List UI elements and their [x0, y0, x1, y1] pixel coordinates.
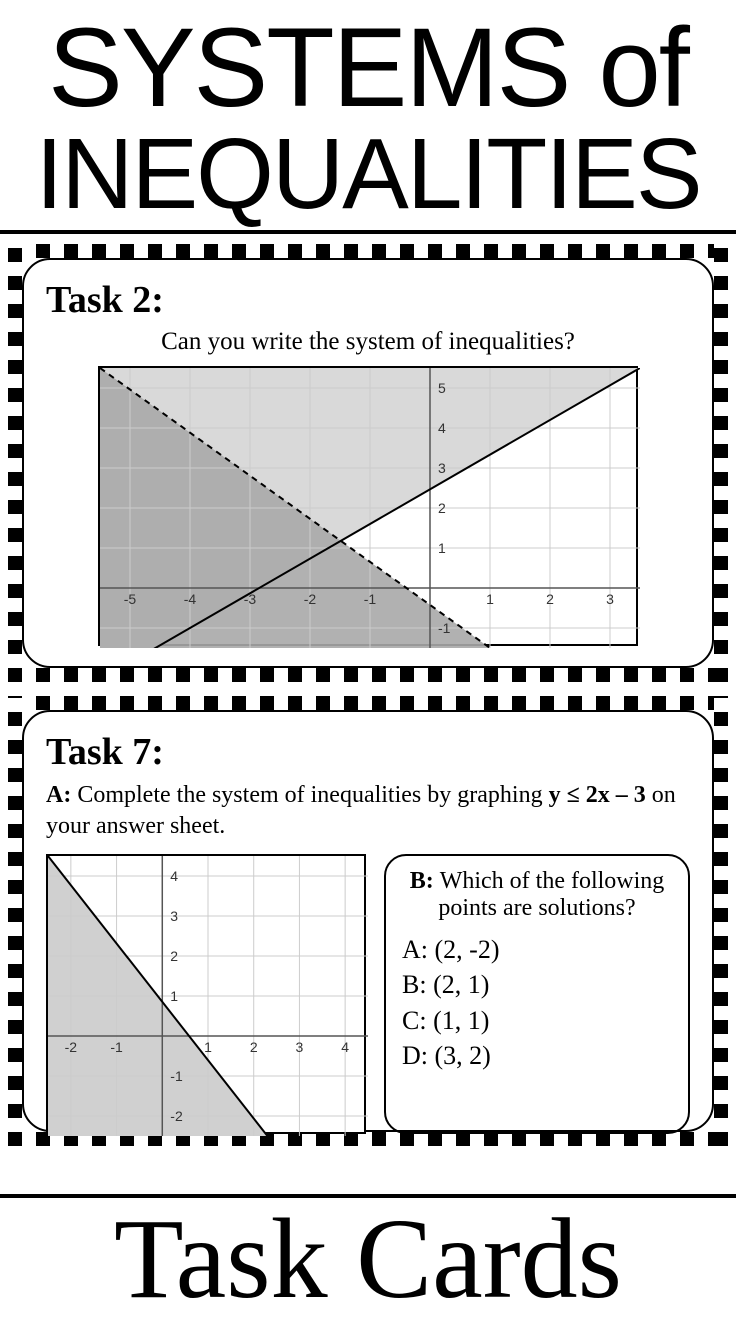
card-inner: Task 2: Can you write the system of ineq… — [22, 258, 714, 668]
svg-text:-2: -2 — [304, 591, 317, 607]
svg-text:2: 2 — [438, 500, 446, 516]
svg-text:1: 1 — [170, 988, 178, 1004]
panel-options: A: (2, -2)B: (2, 1)C: (1, 1)D: (3, 2) — [402, 932, 672, 1072]
svg-text:-5: -5 — [124, 591, 137, 607]
svg-text:4: 4 — [170, 868, 178, 884]
svg-text:1: 1 — [486, 591, 494, 607]
svg-text:4: 4 — [438, 420, 446, 436]
prompt-text-1: Complete the system of inequalities by g… — [77, 782, 548, 808]
task-question: Can you write the system of inequalities… — [46, 328, 690, 356]
svg-text:3: 3 — [170, 908, 178, 924]
footer-section: Task Cards — [0, 1194, 736, 1324]
prompt-prefix: A: — [46, 782, 77, 808]
svg-text:3: 3 — [606, 591, 614, 607]
svg-text:2: 2 — [250, 1039, 258, 1055]
task-label: Task 7: — [46, 730, 690, 774]
svg-text:3: 3 — [438, 460, 446, 476]
title-section: SYSTEMS of INEQUALITIES — [0, 0, 736, 234]
svg-text:1: 1 — [438, 540, 446, 556]
svg-text:4: 4 — [341, 1039, 349, 1055]
title-line-1: SYSTEMS of — [0, 12, 736, 124]
footer-text: Task Cards — [0, 1202, 736, 1316]
prompt-bold: y ≤ 2x – 3 — [549, 782, 646, 808]
svg-text:5: 5 — [438, 380, 446, 396]
card-inner: Task 7: A: Complete the system of inequa… — [22, 710, 714, 1132]
svg-text:2: 2 — [170, 948, 178, 964]
svg-text:1: 1 — [204, 1039, 212, 1055]
svg-text:-1: -1 — [364, 591, 377, 607]
option-row: B: (2, 1) — [402, 967, 672, 1002]
task-card-2: Task 2: Can you write the system of ineq… — [8, 244, 728, 682]
option-row: D: (3, 2) — [402, 1038, 672, 1073]
task-label: Task 2: — [46, 278, 690, 322]
task-card-7: Task 7: A: Complete the system of inequa… — [8, 696, 728, 1146]
task7-row: -2 -1 1 2 3 4 -2 -1 1 2 3 4 B: Which of the followi… — [46, 854, 690, 1134]
svg-text:2: 2 — [546, 591, 554, 607]
svg-text:-1: -1 — [110, 1039, 123, 1055]
svg-text:-4: -4 — [184, 591, 197, 607]
svg-text:-2: -2 — [170, 1108, 183, 1124]
cards-area: Task 2: Can you write the system of ineq… — [0, 234, 736, 1194]
graph-task-2: -5-4-3-2-1123-112345 — [98, 366, 638, 646]
svg-text:3: 3 — [296, 1039, 304, 1055]
graph-task-7: -2 -1 1 2 3 4 -2 -1 1 2 3 4 — [46, 854, 366, 1134]
answer-panel: B: Which of the following points are sol… — [384, 854, 690, 1134]
svg-text:-1: -1 — [438, 620, 451, 636]
panel-question: B: Which of the following points are sol… — [402, 868, 672, 922]
option-row: A: (2, -2) — [402, 932, 672, 967]
task-prompt: A: Complete the system of inequalities b… — [46, 780, 690, 842]
svg-text:-1: -1 — [170, 1068, 183, 1084]
title-line-2: INEQUALITIES — [0, 124, 736, 224]
option-row: C: (1, 1) — [402, 1003, 672, 1038]
svg-text:-2: -2 — [65, 1039, 78, 1055]
